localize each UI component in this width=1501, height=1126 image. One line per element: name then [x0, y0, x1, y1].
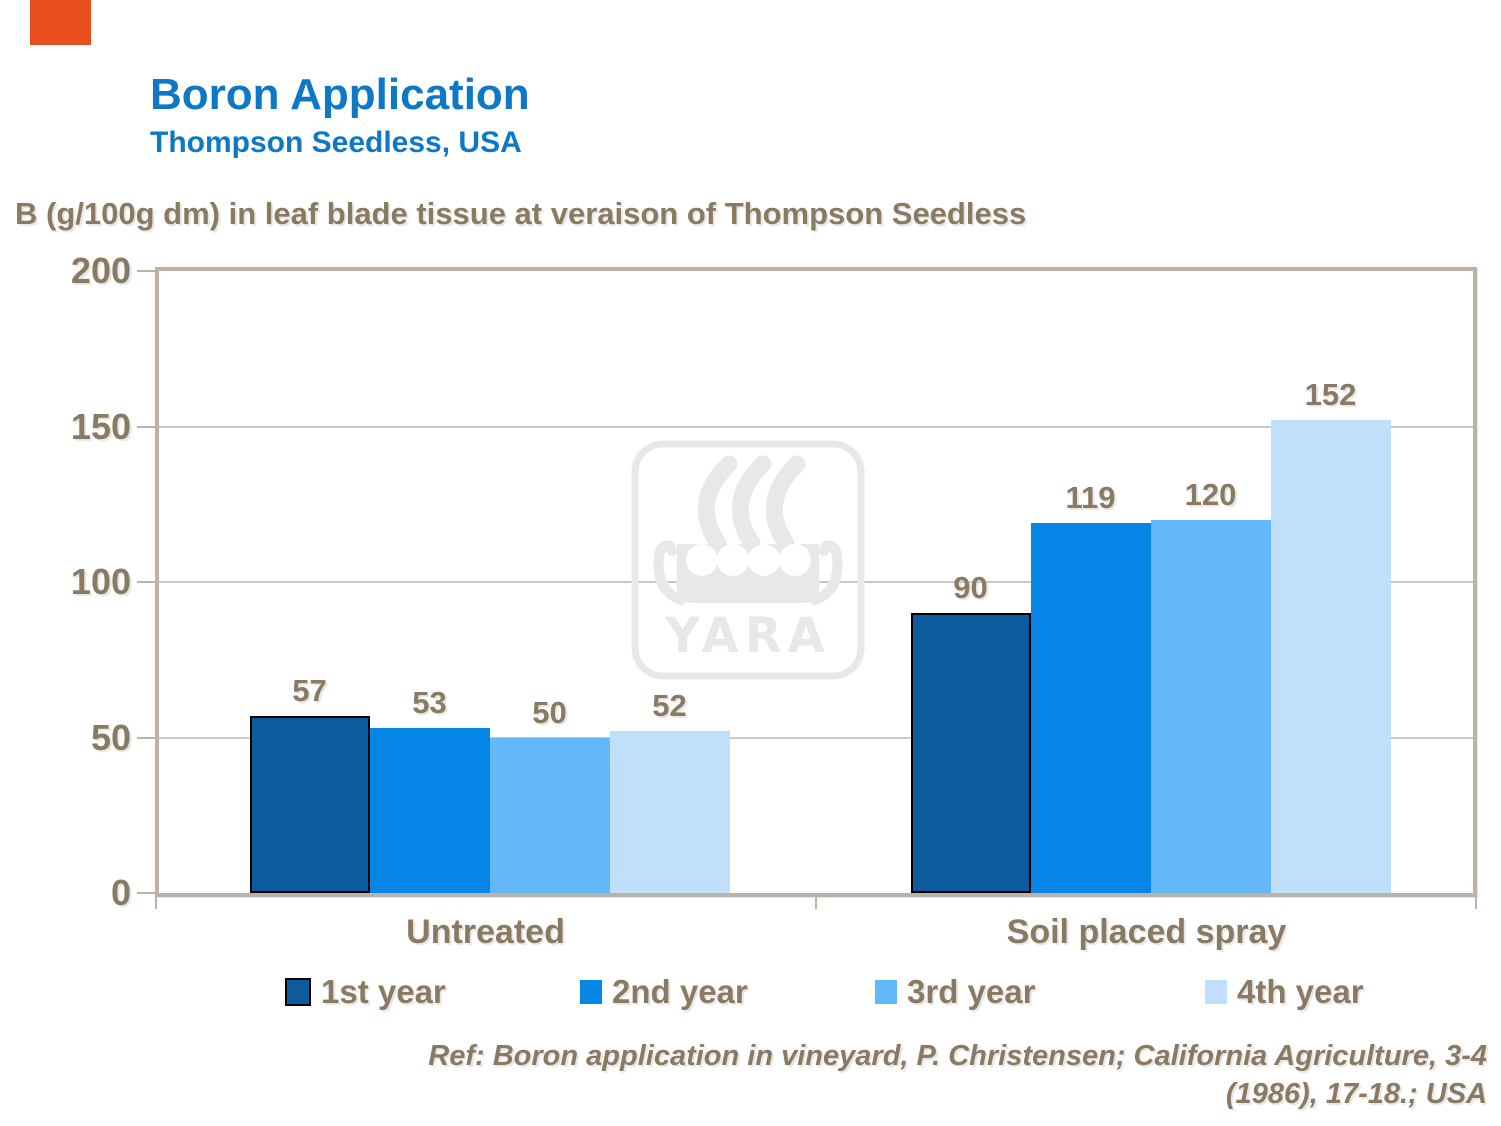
bar-2nd-year-Soil-placed-spray	[1030, 522, 1151, 893]
reference-line-2: (1986), 17-18.; USA	[1225, 1077, 1487, 1110]
bar-cell: 120	[1150, 476, 1271, 893]
y-axis-tick-50	[137, 736, 155, 739]
legend-item-2nd-year: 2nd year	[580, 973, 748, 1010]
legend-swatch-2nd-year	[580, 980, 602, 1004]
legend-item-1st-year: 1st year	[285, 973, 446, 1010]
bar-1st-year-Untreated	[249, 715, 370, 893]
corner-accent-mark	[30, 0, 91, 45]
viking-ship-icon	[653, 455, 843, 605]
y-axis-label-100: 100	[70, 561, 131, 602]
bar-value-label: 90	[953, 570, 988, 606]
ship-shields	[686, 544, 811, 576]
y-axis-tick-200	[137, 270, 155, 272]
watermark-frame	[631, 440, 865, 680]
bar-value-label: 57	[292, 672, 327, 708]
y-axis-label-50: 50	[90, 716, 131, 758]
bar-cell: 53	[369, 685, 490, 893]
y-axis-label-0: 0	[110, 872, 131, 913]
legend-label: 4th year	[1237, 973, 1364, 1010]
bar-value-label: 119	[1065, 479, 1116, 515]
legend-label: 1st year	[321, 973, 446, 1010]
legend-swatch-4th-year	[1205, 980, 1227, 1004]
x-axis-tick-mid	[815, 893, 817, 909]
legend-item-3rd-year: 3rd year	[875, 973, 1036, 1010]
legend-label: 3rd year	[907, 973, 1036, 1010]
bar-value-label: 52	[652, 688, 687, 724]
bar-3rd-year-Soil-placed-spray	[1150, 519, 1271, 893]
bar-cell: 57	[249, 672, 370, 893]
bar-4th-year-Soil-placed-spray	[1270, 420, 1391, 893]
y-axis-tick-100	[137, 581, 155, 583]
plot-area: 0 50 100 150 200 57 53 50 52 90 119 120 152	[71, 253, 1477, 911]
legend-item-4th-year: 4th year	[1205, 973, 1364, 1010]
bar-3rd-year-Untreated	[489, 737, 610, 893]
reference-citation: Ref: Boron application in vineyard, P. C…	[187, 1038, 1487, 1113]
gridline-50	[159, 736, 1473, 739]
bar-value-label: 120	[1184, 476, 1237, 512]
x-axis-tick-left	[155, 893, 157, 909]
y-axis-tick-0	[137, 892, 155, 894]
category-label-0: Untreated	[406, 913, 565, 951]
chart-title: B (g/100g dm) in leaf blade tissue at ve…	[15, 196, 1027, 231]
yara-logo-watermark: YARA	[631, 440, 865, 680]
bar-group-0: 57 53 50 52	[249, 271, 730, 893]
bar-cell: 119	[1030, 479, 1151, 893]
legend-swatch-1st-year	[285, 978, 311, 1006]
bar-group-1: 90 119 120 152	[910, 271, 1391, 893]
bar-2nd-year-Untreated	[369, 728, 490, 893]
legend-swatch-3rd-year	[875, 980, 897, 1004]
bar-value-label: 53	[412, 685, 447, 721]
bar-value-label: 152	[1304, 377, 1357, 413]
gridline-150	[159, 425, 1473, 428]
x-axis-tick-right	[1475, 893, 1477, 909]
bar-1st-year-Soil-placed-spray	[910, 613, 1031, 893]
legend-label: 2nd year	[612, 973, 748, 1010]
y-axis-label-150: 150	[70, 405, 131, 447]
watermark-wordmark: YARA	[664, 608, 830, 664]
bar-cell: 90	[910, 570, 1031, 893]
page-title: Boron Application	[150, 70, 530, 119]
bar-value-label: 50	[532, 694, 567, 730]
reference-line-1: Ref: Boron application in vineyard, P. C…	[428, 1040, 1487, 1072]
y-axis-label-200: 200	[70, 250, 131, 291]
bar-4th-year-Untreated	[609, 731, 730, 893]
bar-cell: 50	[489, 694, 610, 893]
category-label-1: Soil placed spray	[1006, 913, 1287, 951]
y-axis-tick-150	[137, 425, 155, 428]
page-subtitle: Thompson Seedless, USA	[150, 126, 522, 159]
bar-cell: 52	[609, 688, 730, 893]
bar-cell: 152	[1270, 377, 1391, 893]
